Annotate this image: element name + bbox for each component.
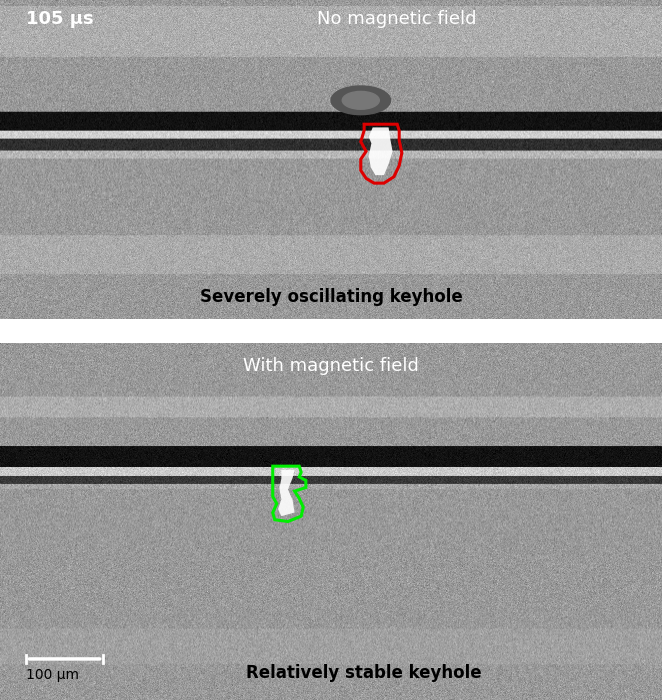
Circle shape <box>331 86 391 115</box>
Text: 100 μm: 100 μm <box>26 668 79 682</box>
Polygon shape <box>369 127 393 175</box>
Text: With magnetic field: With magnetic field <box>243 357 419 375</box>
Circle shape <box>342 92 379 109</box>
Text: Severely oscillating keyhole: Severely oscillating keyhole <box>200 288 462 306</box>
Text: Relatively stable keyhole: Relatively stable keyhole <box>246 664 482 682</box>
Text: 105 μs: 105 μs <box>26 10 94 27</box>
Polygon shape <box>278 470 295 516</box>
Text: No magnetic field: No magnetic field <box>318 10 477 27</box>
